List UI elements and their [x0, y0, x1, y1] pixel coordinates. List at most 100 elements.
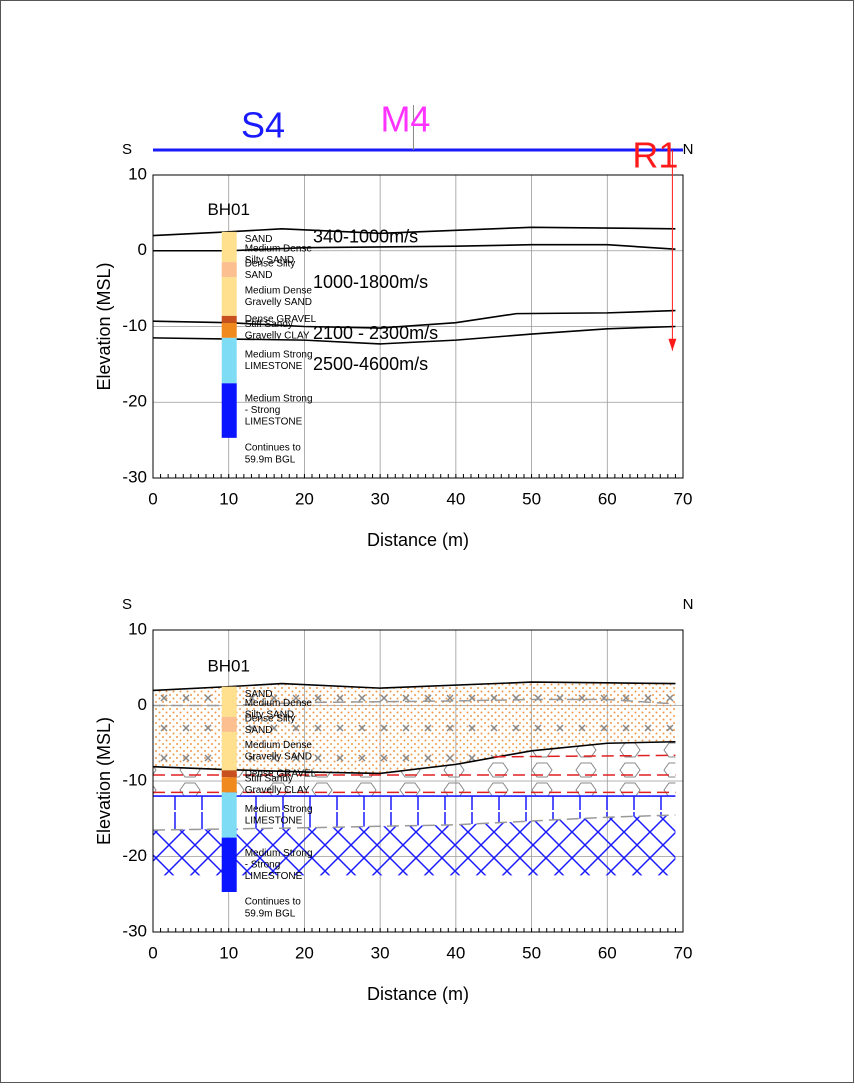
boundary-line [493, 754, 676, 758]
end-label: S [122, 141, 132, 158]
y-tick-label: 10 [128, 619, 147, 638]
layer-label: Medium Dense [245, 243, 313, 254]
layer-label: Gravelly SAND [245, 752, 312, 763]
y-tick-label: -20 [122, 846, 147, 865]
profile-label: R1 [632, 135, 678, 176]
borehole-layer [221, 262, 237, 278]
x-tick-label: 60 [598, 489, 617, 508]
velocity-label: 2500-4600m/s [313, 354, 428, 374]
x-tick-label: 50 [522, 943, 541, 962]
layer-label: Silty SAND [245, 710, 294, 721]
y-tick-label: -30 [122, 921, 147, 940]
borehole-layer [221, 686, 237, 702]
borehole-note: Continues to [245, 897, 302, 908]
borehole-layer [221, 792, 237, 838]
y-tick-label: 10 [128, 164, 147, 183]
y-tick-label: -20 [122, 392, 147, 411]
boundary-line [152, 309, 676, 329]
layer-label: SAND [245, 234, 273, 245]
boundary-line [152, 814, 676, 831]
layer-label: Stiff Sandy [245, 319, 293, 330]
x-axis-title: Distance (m) [367, 530, 469, 550]
borehole-note: 59.9m BGL [245, 454, 296, 465]
borehole-layer [221, 731, 237, 771]
layer-label: Medium Strong [245, 349, 313, 360]
y-tick-label: 0 [138, 240, 147, 259]
y-tick-label: -10 [122, 316, 147, 335]
x-tick-label: 20 [295, 489, 314, 508]
layer-label: - Strong [245, 859, 281, 870]
layer-label: Stiff Sandy [245, 774, 293, 785]
y-tick-label: -30 [122, 467, 147, 486]
borehole-layer [221, 701, 237, 717]
x-tick-label: 40 [446, 489, 465, 508]
layer-label: Dense GRAVEL [245, 314, 317, 325]
x-tick-label: 70 [674, 943, 693, 962]
x-tick-label: 70 [674, 489, 693, 508]
borehole-name: BH01 [207, 200, 250, 219]
layer-label: Medium Dense [245, 698, 313, 709]
x-tick-label: 20 [295, 943, 314, 962]
y-axis-title: Elevation (MSL) [94, 262, 114, 390]
velocity-label: 340-1000m/s [313, 227, 418, 247]
layer-label: LIMESTONE [245, 417, 303, 428]
borehole-layer [221, 383, 237, 438]
x-axis-title: Distance (m) [367, 984, 469, 1004]
x-tick-label: 30 [371, 943, 390, 962]
y-axis-title: Elevation (MSL) [94, 717, 114, 845]
layer-label: Silty SAND [245, 255, 294, 266]
borehole-layer [221, 231, 237, 247]
borehole-layer [221, 777, 237, 793]
layer-label: SAND [245, 725, 273, 736]
layer-label: Medium Dense [245, 285, 313, 296]
layer-label: LIMESTONE [245, 361, 303, 372]
profile-label: M4 [380, 99, 430, 140]
end-label: S [122, 596, 132, 613]
layer-label: Gravelly CLAY [245, 331, 310, 342]
borehole-layer [221, 770, 237, 778]
layer-label: - Strong [245, 405, 281, 416]
x-tick-label: 10 [219, 489, 238, 508]
layer-label: Medium Strong [245, 804, 313, 815]
borehole-note: Continues to [245, 442, 302, 453]
x-tick-label: 0 [148, 943, 157, 962]
x-tick-label: 30 [371, 489, 390, 508]
boundary-line [152, 325, 676, 345]
y-tick-label: -10 [122, 770, 147, 789]
boundary-line [152, 740, 676, 775]
plot-frame [152, 629, 684, 933]
zone-hexagons [153, 741, 676, 797]
y-tick-label: 0 [138, 695, 147, 714]
x-tick-label: 10 [219, 943, 238, 962]
end-label: N [683, 596, 694, 613]
x-tick-label: 60 [598, 943, 617, 962]
zone-verticals [153, 796, 676, 831]
x-tick-label: 50 [522, 489, 541, 508]
layer-label: LIMESTONE [245, 871, 303, 882]
zone-xmarks [153, 682, 676, 774]
layer-label: SAND [245, 270, 273, 281]
layer-label: Medium Strong [245, 848, 313, 859]
velocity-label: 2100 - 2300m/s [313, 323, 438, 343]
layer-label: Dense Silty [245, 259, 296, 270]
layer-label: SAND [245, 689, 273, 700]
x-tick-label: 0 [148, 489, 157, 508]
borehole-note: 59.9m BGL [245, 909, 296, 920]
layer-label: Gravelly SAND [245, 297, 312, 308]
marker-arrow [668, 338, 677, 351]
borehole-layer [221, 337, 237, 384]
borehole-layer [221, 837, 237, 892]
boundary-line [153, 698, 676, 707]
borehole-layer [221, 315, 237, 323]
layer-label: Gravelly CLAY [245, 785, 310, 796]
layer-label: Medium Dense [245, 740, 313, 751]
layer-label: Dense GRAVEL [245, 768, 317, 779]
borehole-layer [221, 246, 237, 263]
borehole-layer [221, 716, 237, 732]
zone-crosshatch [153, 814, 676, 876]
borehole-name: BH01 [207, 656, 250, 675]
x-tick-label: 40 [446, 943, 465, 962]
layer-label: Medium Strong [245, 394, 313, 405]
borehole-layer [221, 277, 237, 316]
